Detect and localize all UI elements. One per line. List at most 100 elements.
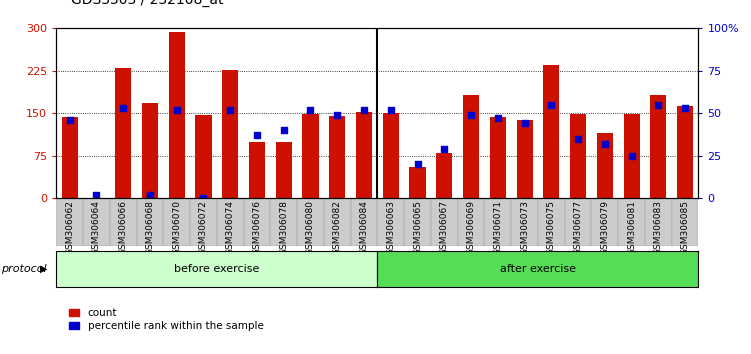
Bar [164, 198, 190, 246]
Bar [243, 198, 270, 246]
Bar [677, 106, 693, 198]
Point [304, 107, 316, 113]
Point [492, 115, 504, 121]
Bar [463, 95, 479, 198]
Bar [645, 28, 671, 198]
Point [518, 121, 530, 126]
Bar [324, 28, 351, 198]
Point [465, 112, 477, 118]
Bar [457, 198, 484, 246]
Bar [356, 112, 372, 198]
Bar [538, 198, 565, 246]
Bar [217, 28, 243, 198]
Bar [484, 28, 511, 198]
Point [225, 107, 237, 113]
Bar [62, 117, 78, 198]
Bar [137, 198, 164, 246]
Bar [409, 167, 426, 198]
Point [251, 132, 263, 138]
Bar [270, 28, 297, 198]
Bar [249, 142, 265, 198]
Point [278, 127, 290, 133]
Bar [169, 32, 185, 198]
Bar [431, 198, 457, 246]
Bar [538, 28, 565, 198]
Bar [645, 198, 671, 246]
Bar [618, 28, 645, 198]
Bar [592, 28, 618, 198]
Bar [404, 198, 431, 246]
Bar [83, 198, 110, 246]
Bar [142, 103, 158, 198]
Bar [276, 142, 292, 198]
Bar [570, 114, 586, 198]
Bar [222, 70, 238, 198]
Bar [243, 28, 270, 198]
Bar [618, 198, 645, 246]
Point [626, 153, 638, 159]
Point [599, 141, 611, 147]
Point [358, 107, 370, 113]
Bar [436, 153, 452, 198]
Point [439, 146, 451, 152]
Bar [351, 198, 377, 246]
Bar [56, 28, 83, 198]
Point [90, 192, 102, 198]
Point [679, 105, 691, 111]
Text: before exercise: before exercise [174, 264, 260, 274]
Bar [457, 28, 484, 198]
Bar [431, 28, 457, 198]
Point [572, 136, 584, 142]
Bar [378, 198, 404, 246]
Text: protocol: protocol [2, 264, 47, 274]
Bar [383, 113, 399, 198]
Bar [110, 198, 137, 246]
Bar [351, 28, 377, 198]
Bar [115, 68, 131, 198]
Bar [511, 198, 538, 246]
Bar [324, 198, 351, 246]
Point [545, 102, 557, 108]
Bar [297, 28, 324, 198]
Point [385, 107, 397, 113]
Bar [329, 116, 345, 198]
Bar [543, 65, 559, 198]
Bar [404, 28, 431, 198]
Bar [597, 133, 613, 198]
Bar [195, 115, 212, 198]
Bar [671, 28, 698, 198]
Bar [565, 198, 592, 246]
Point [170, 107, 182, 113]
Bar [565, 28, 592, 198]
Bar [378, 28, 404, 198]
Bar [137, 28, 164, 198]
Text: ▶: ▶ [40, 264, 47, 274]
Bar [517, 120, 532, 198]
Point [144, 192, 156, 198]
Bar [623, 114, 640, 198]
Bar [671, 198, 698, 246]
Bar [270, 198, 297, 246]
Text: after exercise: after exercise [500, 264, 576, 274]
Text: GDS3503 / 232108_at: GDS3503 / 232108_at [71, 0, 224, 7]
Point [653, 102, 665, 108]
Bar [297, 198, 324, 246]
Bar [592, 198, 618, 246]
Bar [650, 95, 666, 198]
Bar [490, 117, 506, 198]
Legend: count, percentile rank within the sample: count, percentile rank within the sample [69, 308, 264, 331]
Point [412, 161, 424, 167]
Bar [83, 28, 110, 198]
Bar [217, 198, 243, 246]
Bar [511, 28, 538, 198]
Bar [190, 198, 217, 246]
Point [64, 117, 76, 123]
Bar [190, 28, 217, 198]
Bar [56, 198, 83, 246]
Point [331, 112, 343, 118]
Bar [163, 28, 190, 198]
Bar [484, 198, 511, 246]
Bar [110, 28, 137, 198]
Bar [303, 114, 318, 198]
Point [117, 105, 129, 111]
